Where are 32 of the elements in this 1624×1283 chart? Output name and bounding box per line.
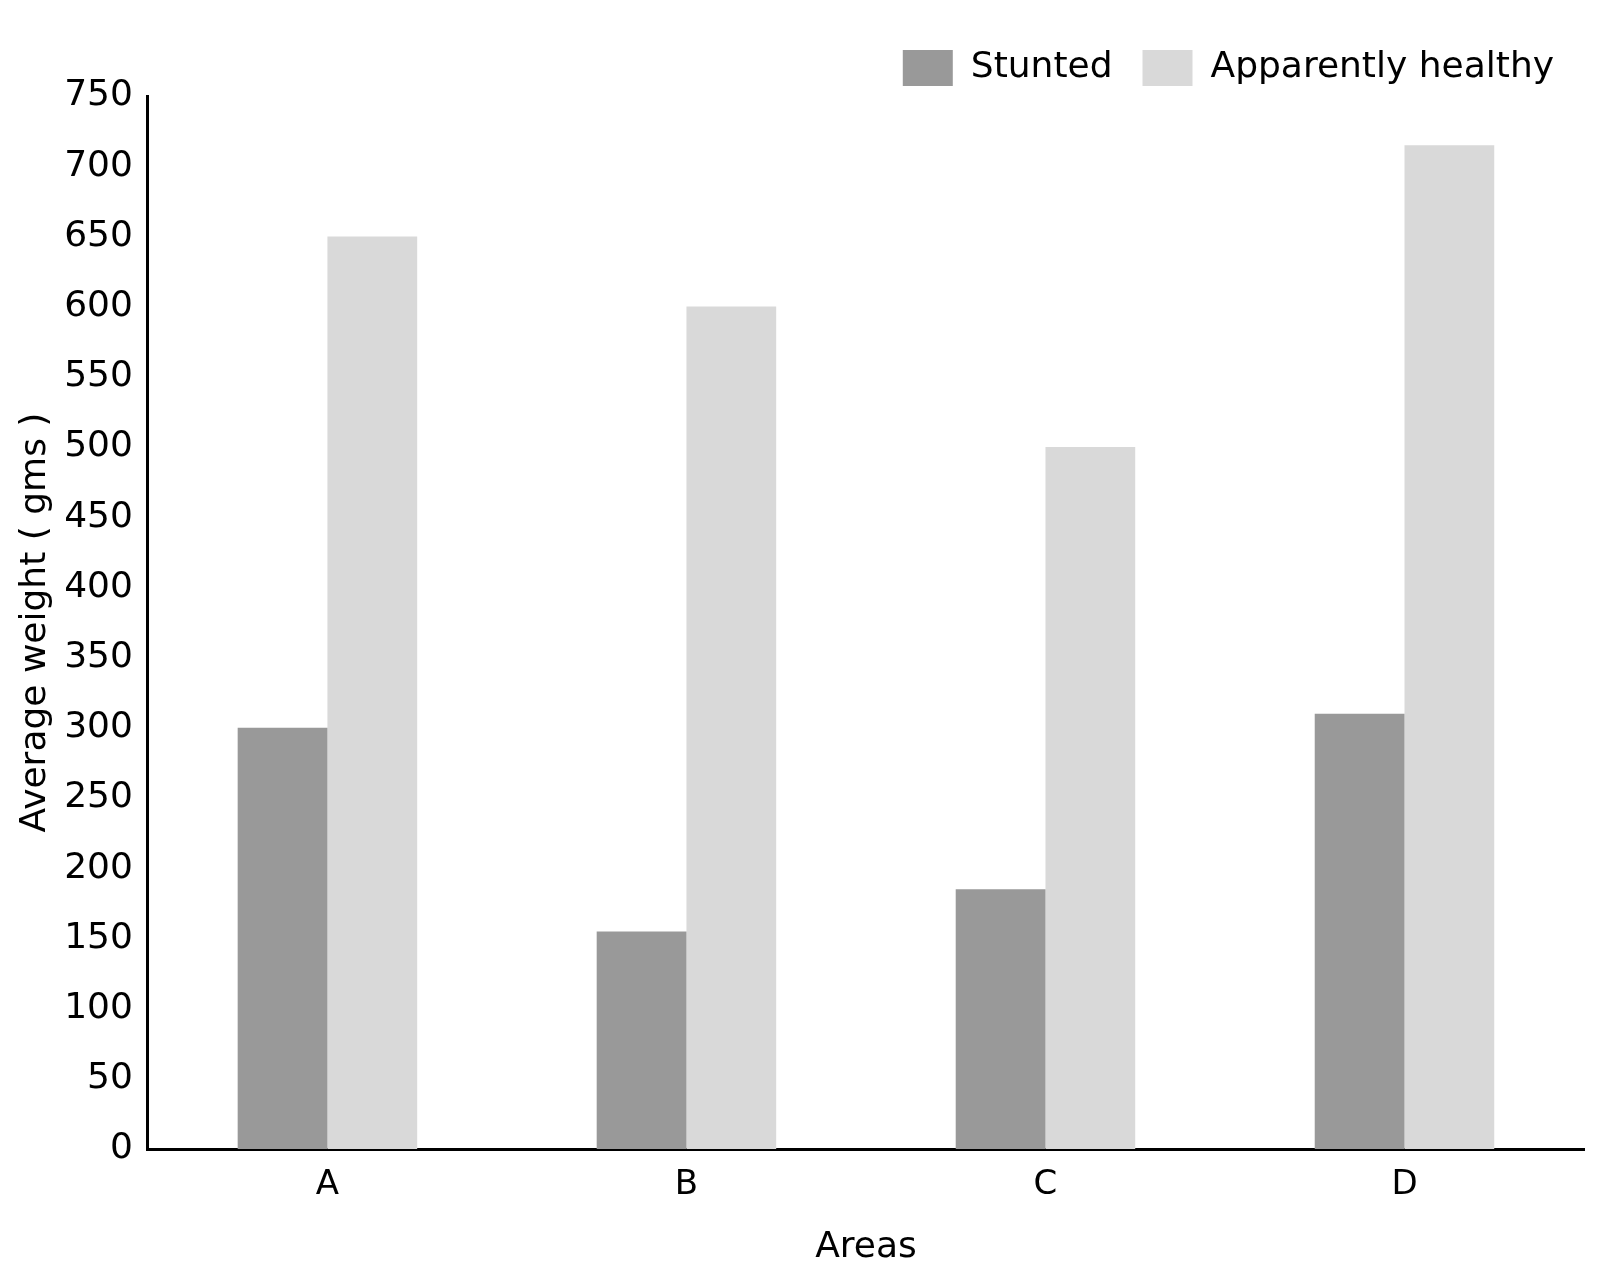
x-tick-label: B xyxy=(674,1162,699,1203)
y-tick-label: 400 xyxy=(64,563,133,605)
bar xyxy=(596,931,687,1149)
x-tick-label: D xyxy=(1391,1162,1418,1203)
y-axis-title: Average weight ( gms ) xyxy=(11,412,53,833)
y-tick-label: 200 xyxy=(64,844,133,886)
y-tick-label: 700 xyxy=(64,142,133,184)
bar xyxy=(237,727,328,1149)
bar xyxy=(1314,713,1405,1149)
bar xyxy=(686,306,777,1149)
x-axis-title: Areas xyxy=(815,1223,917,1265)
y-tick-label: 150 xyxy=(64,914,133,956)
x-tick-label: A xyxy=(315,1162,340,1203)
legend-label: Apparently healthy xyxy=(1210,44,1555,86)
y-tick-label: 250 xyxy=(64,774,133,816)
y-tick-label: 750 xyxy=(64,72,133,114)
y-tick-label: 550 xyxy=(64,353,133,395)
bar xyxy=(955,889,1046,1149)
y-tick-label: 600 xyxy=(64,282,133,324)
y-tick-label: 100 xyxy=(64,984,133,1026)
x-tick-label: C xyxy=(1033,1162,1058,1203)
bar xyxy=(1045,447,1136,1149)
y-tick-label: 0 xyxy=(110,1125,133,1167)
y-tick-label: 500 xyxy=(64,423,133,465)
bar xyxy=(1404,145,1495,1149)
bar xyxy=(327,236,418,1149)
y-tick-label: 450 xyxy=(64,493,133,535)
legend-label: Stunted xyxy=(970,44,1113,86)
y-tick-label: 650 xyxy=(64,212,133,254)
y-tick-label: 350 xyxy=(64,633,133,675)
y-tick-label: 300 xyxy=(64,704,133,746)
y-tick-label: 50 xyxy=(87,1055,133,1097)
